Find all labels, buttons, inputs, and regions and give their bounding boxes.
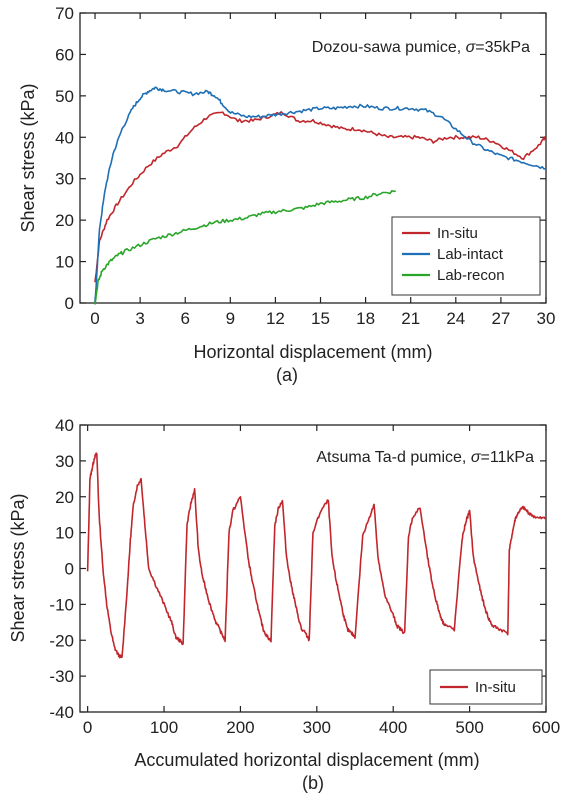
y-tick-label-a: 70 xyxy=(55,4,74,23)
y-tick-label-a: 50 xyxy=(55,87,74,106)
y-tick-label-b: 10 xyxy=(55,524,74,543)
x-tick-label-a: 18 xyxy=(356,309,375,328)
y-ticks-a: 0 10 20 30 40 50 60 70 xyxy=(55,4,546,313)
legend-label-lab-intact: Lab-intact xyxy=(437,246,504,263)
panel-label-b: (b) xyxy=(302,773,324,793)
y-tick-label-b: 0 xyxy=(65,560,74,579)
x-axis-label-b: Accumulated horizontal displacement (mm) xyxy=(134,750,479,770)
x-tick-label-b: 300 xyxy=(303,718,331,737)
y-tick-label-a: 60 xyxy=(55,45,74,64)
y-tick-label-a: 20 xyxy=(55,211,74,230)
y-tick-label-b: -30 xyxy=(49,667,74,686)
y-tick-label-a: 10 xyxy=(55,253,74,272)
y-ticks-b: -40 -30 -20 -10 0 10 20 30 40 xyxy=(49,416,546,722)
series-line-in-situ-b xyxy=(86,452,547,659)
legend-label-lab-recon: Lab-recon xyxy=(437,267,505,284)
y-axis-label-b: Shear stress (kPa) xyxy=(8,493,28,642)
chart-title-a: Dozou-sawa pumice, σ=35kPa xyxy=(312,39,530,56)
x-tick-label-b: 400 xyxy=(379,718,407,737)
x-tick-label-b: 0 xyxy=(83,718,92,737)
x-tick-label-a: 9 xyxy=(226,309,235,328)
y-tick-label-b: 40 xyxy=(55,416,74,435)
chart-panel-b: -40 -30 -20 -10 0 10 20 30 40 0 100 200 300 400 500 60… xyxy=(8,416,560,793)
y-tick-label-a: 0 xyxy=(65,294,74,313)
x-tick-label-a: 24 xyxy=(446,309,465,328)
legend-box-a xyxy=(391,216,541,296)
x-axis-label-a: Horizontal displacement (mm) xyxy=(193,342,432,362)
y-tick-label-b: 30 xyxy=(55,452,74,471)
series-group-a xyxy=(94,86,547,305)
x-tick-label-b: 500 xyxy=(455,718,483,737)
y-tick-label-b: -10 xyxy=(49,595,74,614)
legend-label-in-situ-b: In-situ xyxy=(475,679,516,696)
x-tick-label-a: 0 xyxy=(90,309,99,328)
y-tick-label-a: 30 xyxy=(55,170,74,189)
x-ticks-a: 0 3 6 9 12 15 18 21 24 27 30 xyxy=(90,13,555,328)
legend-label-in-situ: In-situ xyxy=(437,225,478,242)
series-line-in-situ-a xyxy=(94,111,547,283)
x-tick-label-b: 200 xyxy=(226,718,254,737)
x-tick-label-a: 15 xyxy=(311,309,330,328)
legend-a: In-situ Lab-intact Lab-recon xyxy=(391,216,541,296)
x-tick-label-a: 30 xyxy=(537,309,556,328)
legend-b: In-situ xyxy=(429,669,543,705)
y-axis-label-a: Shear stress (kPa) xyxy=(18,83,38,232)
x-tick-label-a: 3 xyxy=(135,309,144,328)
x-tick-label-a: 27 xyxy=(491,309,510,328)
x-tick-label-a: 12 xyxy=(266,309,285,328)
chart-title-b: Atsuma Ta-d pumice, σ=11kPa xyxy=(316,449,534,466)
y-tick-label-b: 20 xyxy=(55,488,74,507)
x-tick-label-a: 6 xyxy=(180,309,189,328)
y-tick-label-b: -20 xyxy=(49,631,74,650)
chart-panel-a: 0 10 20 30 40 50 60 70 0 3 6 9 12 15 18 21 24 27 30 Dozou… xyxy=(18,4,555,385)
x-tick-label-b: 600 xyxy=(532,718,560,737)
series-line-lab-recon-a xyxy=(94,189,396,305)
panel-label-a: (a) xyxy=(276,365,298,385)
series-group-b xyxy=(86,452,547,659)
x-tick-label-b: 100 xyxy=(150,718,178,737)
y-tick-label-b: -40 xyxy=(49,703,74,722)
plot-frame-a xyxy=(79,12,547,304)
y-tick-label-a: 40 xyxy=(55,128,74,147)
x-tick-label-a: 21 xyxy=(401,309,420,328)
x-ticks-b: 0 100 200 300 400 500 600 xyxy=(83,425,560,737)
series-line-lab-intact-a xyxy=(94,86,547,302)
